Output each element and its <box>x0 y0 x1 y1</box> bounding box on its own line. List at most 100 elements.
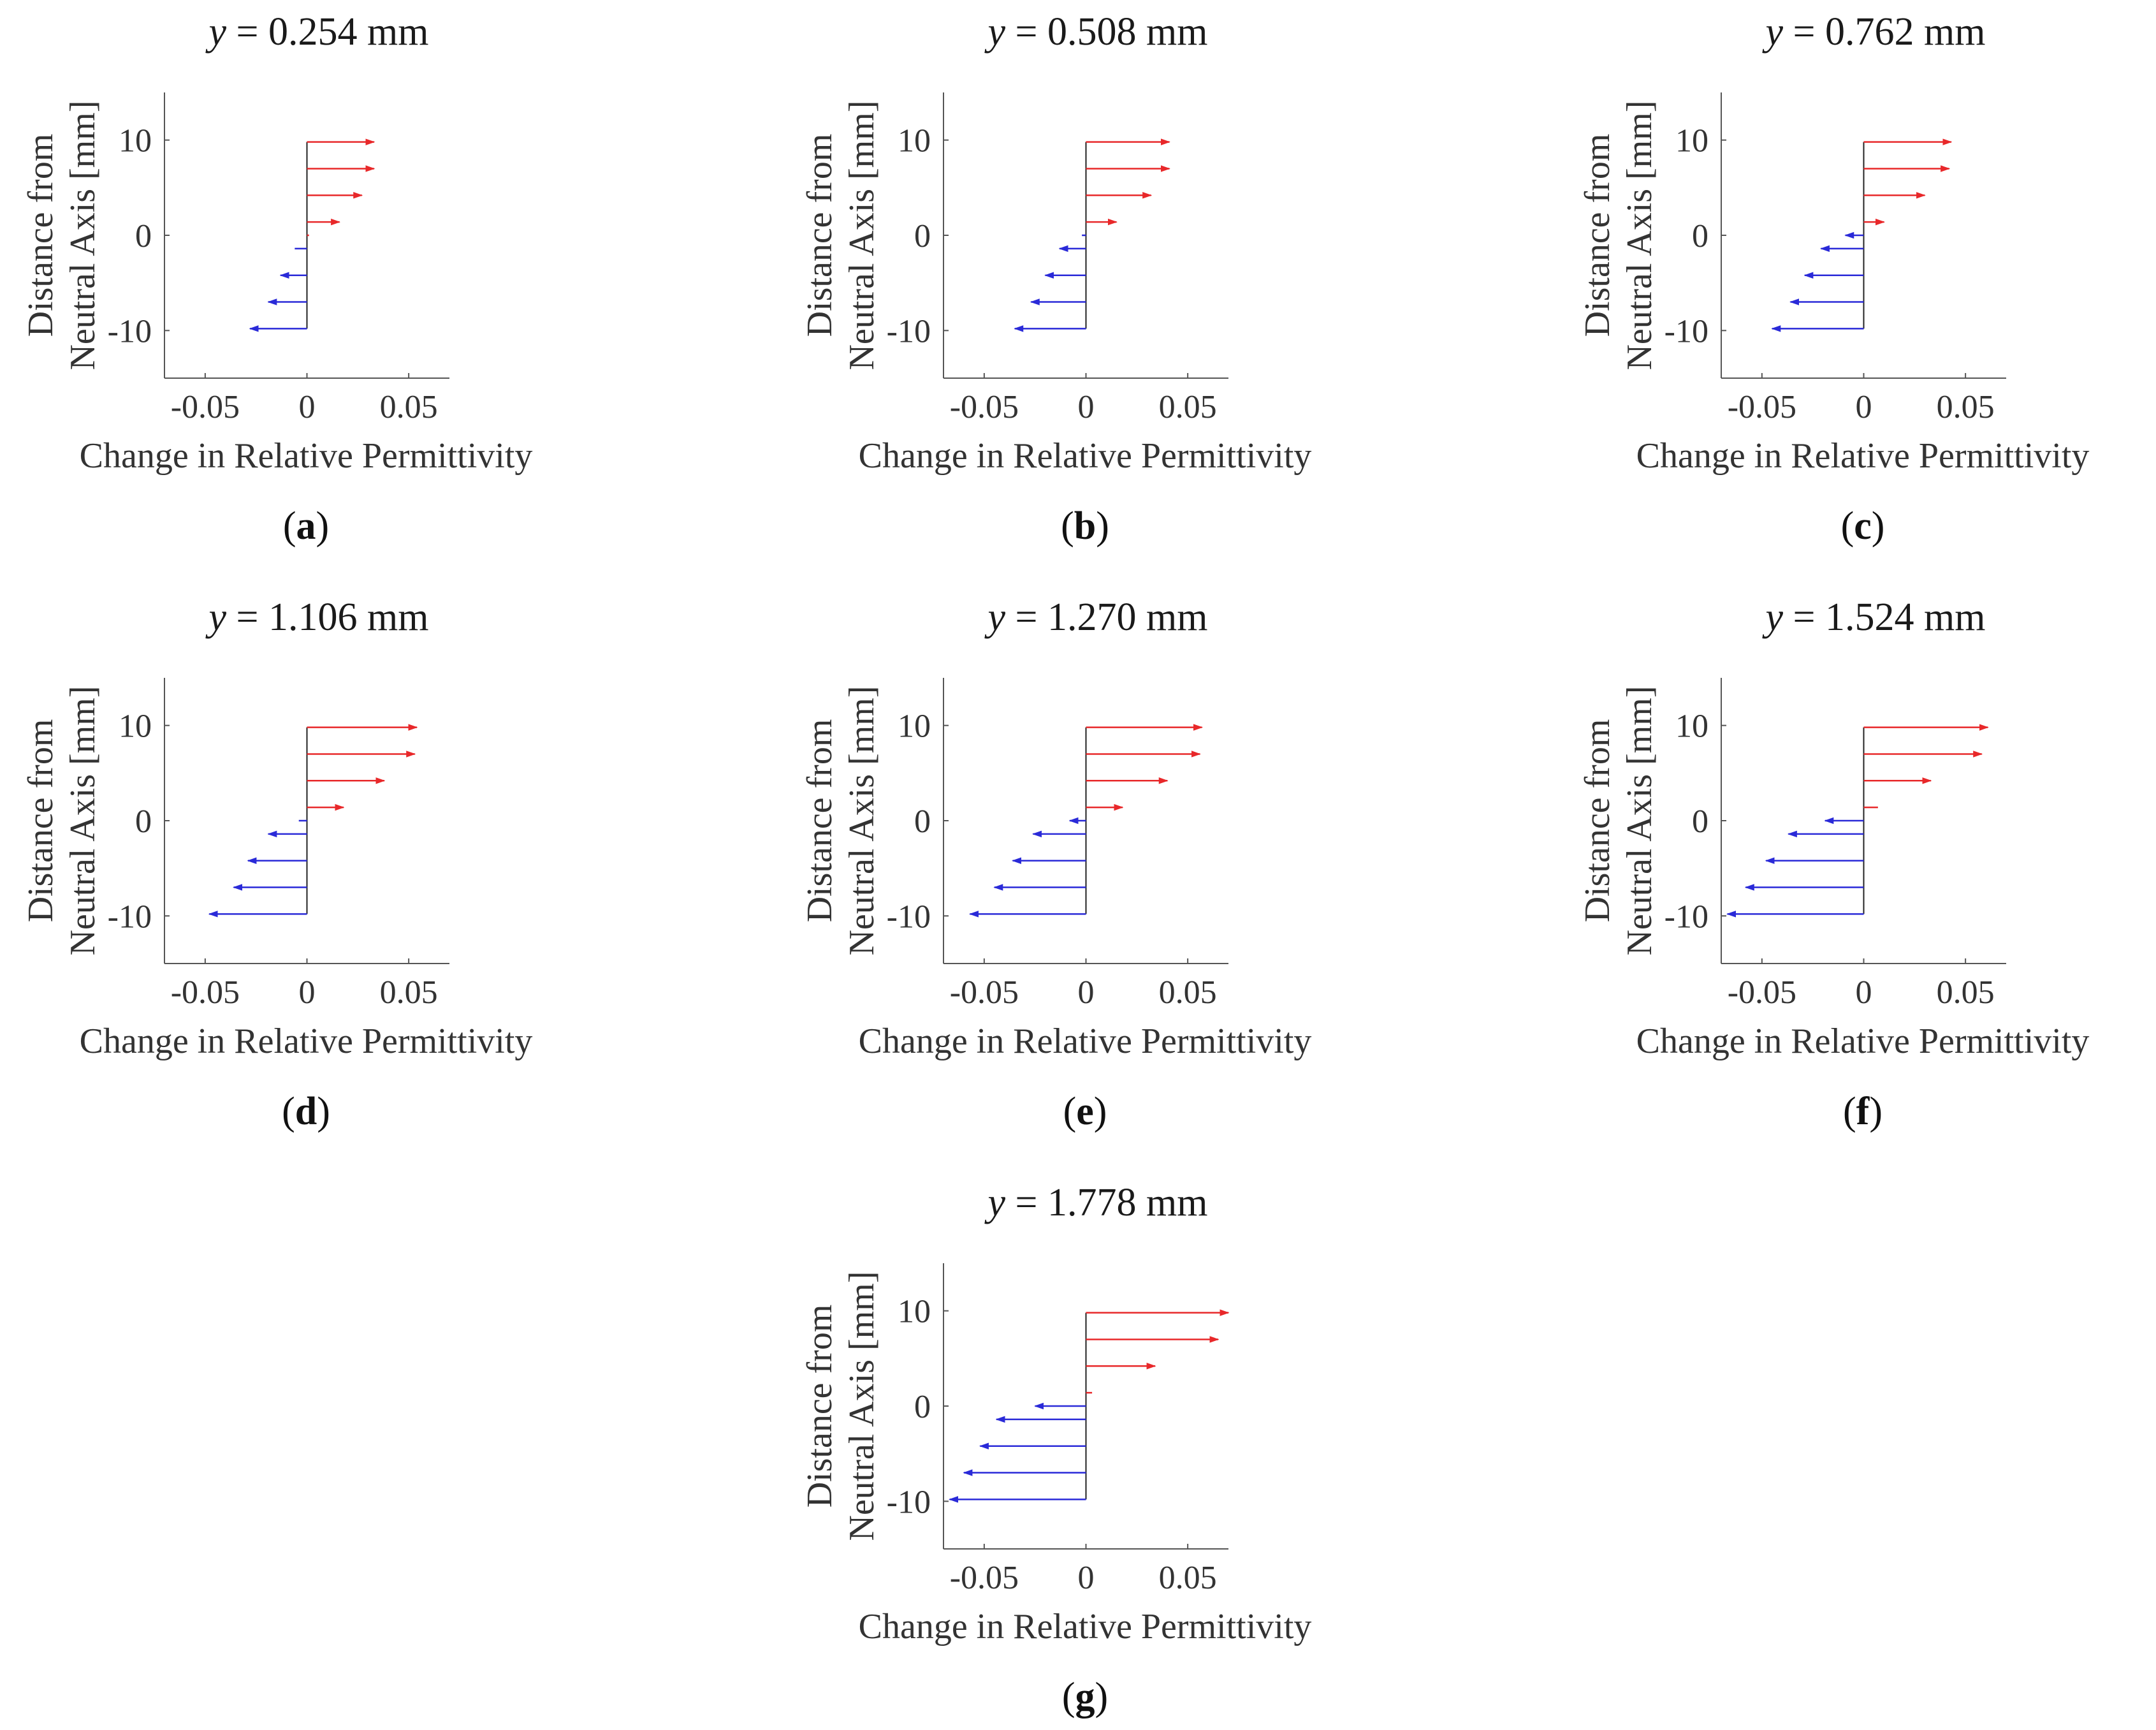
x-tick-label: -0.05 <box>950 974 1019 1011</box>
panel-a: y = 0.254 mm 10 0 -10 -0.05 0 0.05 Change in Re… <box>0 0 637 548</box>
x-axis-label: Change in Relative Permittivity <box>859 436 1312 476</box>
title-equals: = <box>1005 10 1047 54</box>
caption-letter: g <box>1075 1675 1095 1719</box>
chart-title: y = 0.762 mm <box>1762 10 1986 54</box>
panel-caption: (a) <box>283 504 329 548</box>
panel-caption: (d) <box>282 1090 330 1133</box>
y-tick-label: 0 <box>1692 218 1708 254</box>
panel-e: y = 1.270 mm 10 0 -10 -0.05 0 0.05 Change in Re… <box>779 585 1417 1134</box>
panel-g: y = 1.778 mm 10 0 -10 -0.05 0 0.05 Change in Re… <box>779 1171 1417 1719</box>
y-axis-label-line2: Neutral Axis [mm] <box>842 685 882 955</box>
y-axis-label-line2: Neutral Axis [mm] <box>63 100 103 370</box>
x-axis-label: Change in Relative Permittivity <box>859 1022 1312 1061</box>
title-variable: y <box>984 596 1006 639</box>
panel-caption: (f) <box>1843 1090 1883 1133</box>
title-equals: = <box>1005 596 1047 639</box>
y-tick-label: 10 <box>1675 123 1708 159</box>
y-axis-label-line2: Neutral Axis [mm] <box>1620 685 1659 955</box>
panel-d: y = 1.106 mm 10 0 -10 -0.05 0 0.05 Change in Re… <box>0 585 637 1134</box>
x-tick-label: 0.05 <box>380 974 438 1011</box>
x-tick-label: 0 <box>1078 1560 1095 1596</box>
y-tick-label: -10 <box>887 898 931 935</box>
title-value: 0.762 <box>1825 10 1914 54</box>
y-tick-label: -10 <box>1664 313 1708 349</box>
title-variable: y <box>1762 10 1784 54</box>
y-tick-label: 0 <box>914 218 931 254</box>
panel-caption: (c) <box>1841 504 1885 548</box>
x-tick-label: 0 <box>1856 974 1872 1011</box>
title-variable: y <box>1762 596 1784 639</box>
title-variable: y <box>205 596 227 639</box>
title-value: 0.254 <box>268 10 358 54</box>
y-tick-label: 0 <box>1692 803 1708 840</box>
y-tick-label: -10 <box>887 1484 931 1520</box>
y-axis-label-line1: Distance from <box>1578 719 1617 923</box>
y-axis-label-line2: Neutral Axis [mm] <box>63 685 103 955</box>
x-axis-label: Change in Relative Permittivity <box>80 1022 533 1061</box>
y-tick-label: 10 <box>1675 708 1708 745</box>
title-value: 1.106 <box>268 596 358 639</box>
title-unit: mm <box>1914 10 1986 54</box>
panel-f: y = 1.524 mm 10 0 -10 -0.05 0 0.05 Change in Re… <box>1557 585 2156 1134</box>
x-tick-label: -0.05 <box>171 389 240 425</box>
x-tick-label: 0.05 <box>1159 1560 1217 1596</box>
x-tick-label: 0.05 <box>1937 974 1995 1011</box>
title-unit: mm <box>1137 10 1208 54</box>
x-tick-label: 0 <box>1078 974 1095 1011</box>
title-equals: = <box>226 596 268 639</box>
title-value: 1.524 <box>1825 596 1914 639</box>
title-unit: mm <box>1914 596 1986 639</box>
x-tick-label: -0.05 <box>1728 389 1796 425</box>
title-equals: = <box>226 10 268 54</box>
x-tick-label: -0.05 <box>950 389 1019 425</box>
title-value: 1.270 <box>1047 596 1137 639</box>
title-unit: mm <box>358 596 429 639</box>
panel-c: y = 0.762 mm 10 0 -10 -0.05 0 0.05 Change in Re… <box>1557 0 2156 548</box>
chart-title: y = 0.508 mm <box>984 10 1208 54</box>
chart-title: y = 0.254 mm <box>205 10 429 54</box>
title-equals: = <box>1783 596 1825 639</box>
x-tick-label: -0.05 <box>171 974 240 1011</box>
chart-svg: y = 1.524 mm 10 0 -10 -0.05 0 0.05 Change in Re… <box>1578 596 2090 1133</box>
panel-b: y = 0.508 mm 10 0 -10 -0.05 0 0.05 Change in Re… <box>779 0 1417 548</box>
x-tick-label: 0.05 <box>1159 389 1217 425</box>
x-axis-label: Change in Relative Permittivity <box>1636 1022 2090 1061</box>
y-tick-label: 10 <box>898 708 931 745</box>
x-tick-label: 0 <box>299 974 316 1011</box>
title-equals: = <box>1783 10 1825 54</box>
x-tick-label: -0.05 <box>950 1560 1019 1596</box>
panel-caption: (e) <box>1063 1090 1107 1133</box>
x-tick-label: 0.05 <box>1159 974 1217 1011</box>
y-tick-label: 0 <box>135 803 152 840</box>
y-tick-label: 0 <box>914 803 931 840</box>
panel-caption: (b) <box>1061 504 1109 548</box>
y-tick-label: 10 <box>119 708 152 745</box>
y-axis-label-line2: Neutral Axis [mm] <box>842 1271 882 1541</box>
y-tick-label: -10 <box>887 313 931 349</box>
chart-title: y = 1.270 mm <box>984 596 1208 639</box>
title-value: 1.778 <box>1047 1181 1137 1224</box>
panel-caption: (g) <box>1062 1675 1108 1719</box>
y-axis-label-line1: Distance from <box>800 1305 840 1508</box>
y-axis-label-line1: Distance from <box>800 134 840 337</box>
chart-title: y = 1.778 mm <box>984 1181 1208 1224</box>
chart-svg: y = 1.106 mm 10 0 -10 -0.05 0 0.05 Change in Re… <box>21 596 533 1133</box>
chart-svg: y = 0.762 mm 10 0 -10 -0.05 0 0.05 Change in Re… <box>1578 10 2090 548</box>
y-tick-label: -10 <box>108 313 152 349</box>
x-tick-label: 0 <box>1856 389 1872 425</box>
x-axis-label: Change in Relative Permittivity <box>1636 436 2090 476</box>
x-tick-label: 0 <box>299 389 316 425</box>
caption-letter: c <box>1854 504 1872 548</box>
title-value: 0.508 <box>1047 10 1137 54</box>
title-variable: y <box>205 10 227 54</box>
title-variable: y <box>984 10 1006 54</box>
title-unit: mm <box>1137 596 1208 639</box>
x-axis-label: Change in Relative Permittivity <box>80 436 533 476</box>
y-tick-label: -10 <box>108 898 152 935</box>
chart-svg: y = 0.254 mm 10 0 -10 -0.05 0 0.05 Change in Re… <box>21 10 533 548</box>
y-axis-label-line1: Distance from <box>21 134 61 337</box>
chart-title: y = 1.106 mm <box>205 596 429 639</box>
caption-letter: d <box>295 1090 317 1133</box>
x-axis-label: Change in Relative Permittivity <box>859 1607 1312 1646</box>
title-unit: mm <box>1137 1181 1208 1224</box>
